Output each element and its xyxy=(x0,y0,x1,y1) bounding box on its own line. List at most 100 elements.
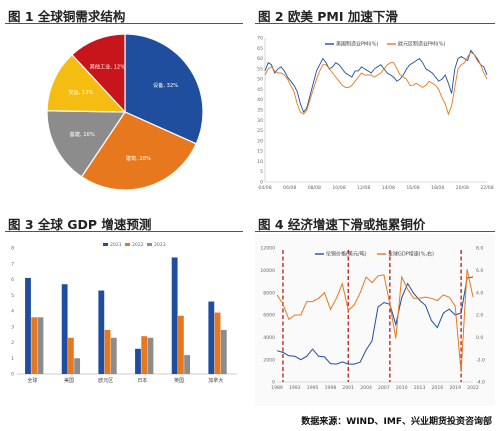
fig3-bar-3-1 xyxy=(141,336,148,374)
fig3-bar-0-0 xyxy=(25,277,31,374)
fig2-ytick-10: 50 xyxy=(257,77,263,83)
fig3-bar-1-2 xyxy=(74,358,81,374)
pie-label-4: 其他工业, 12% xyxy=(90,62,126,70)
fig4-ytick-right-0: -4.0 xyxy=(476,380,485,386)
fig3-ytick-7: 7 xyxy=(11,261,14,267)
fig2-ytick-8: 40 xyxy=(257,97,263,103)
fig3-ytick-5: 5 xyxy=(11,293,14,299)
fig1-title: 图 1 全球铜需求结构 xyxy=(8,9,126,24)
fig3-ytick-8: 8 xyxy=(11,246,14,252)
fig4-legend-label-1: 全球GDP增速(%,右) xyxy=(388,251,434,258)
fig3-bar-2-2 xyxy=(110,337,117,374)
fig4-ytick-right-2: 0.0 xyxy=(476,335,483,341)
fig2-ytick-3: 15 xyxy=(257,149,263,155)
fig3-bar-4-1 xyxy=(177,315,184,374)
fig3-bar-4-2 xyxy=(184,355,191,374)
fig3-legend-swatch-2 xyxy=(147,243,152,246)
fig3-ytick-0: 0 xyxy=(11,372,14,378)
fig2-xtick-2: 08/08 xyxy=(308,185,321,191)
fig3-ytick-6: 6 xyxy=(11,277,14,283)
divider-top-left xyxy=(5,23,243,24)
fig2-legend-label-1: 欧元区制造业PMI(%) xyxy=(398,41,446,48)
fig3-category-3: 日本 xyxy=(137,377,147,384)
fig3-bar-2-1 xyxy=(104,329,111,374)
fig2-ytick-14: 70 xyxy=(257,36,263,42)
fig3-bar-5-1 xyxy=(214,312,221,374)
fig4-ytick-left-0: 0 xyxy=(272,380,275,386)
fig4-series-line-0 xyxy=(276,276,474,365)
fig4-xtick-4: 2001 xyxy=(342,385,354,391)
fig3-bar-3-2 xyxy=(147,337,154,374)
fig4-xtick-1: 1992 xyxy=(289,385,301,391)
fig2-legend-label-0: 美国制造业PMI(%) xyxy=(336,41,379,48)
fig3-ytick-3: 3 xyxy=(11,324,14,330)
fig3-bar-0-1 xyxy=(31,317,38,374)
fig2-ytick-2: 10 xyxy=(257,159,263,165)
fig2-series-line-1 xyxy=(264,51,488,116)
pie-label-1: 建筑, 28% xyxy=(126,154,151,162)
fig3-ytick-1: 1 xyxy=(11,356,14,362)
fig4-title: 图 4 经济增速下滑或拖累铜价 xyxy=(258,217,426,232)
pie-label-2: 基建, 16% xyxy=(70,130,95,138)
fig4-series-line-1 xyxy=(276,269,474,372)
fig2-xtick-3: 10/08 xyxy=(332,185,345,191)
fig2-xtick-5: 14/08 xyxy=(382,185,395,191)
fig3-category-4: 英国 xyxy=(174,377,184,384)
fig2-ytick-0: 0 xyxy=(260,180,263,186)
fig4-ytick-right-4: 4.0 xyxy=(476,290,483,296)
fig3-bar-4-0 xyxy=(171,257,178,374)
fig3-bar-2-0 xyxy=(98,290,105,374)
fig3-bar-5-2 xyxy=(220,329,227,374)
data-source-note: 数据来源：WIND、IMF、兴业期货投资咨询部 xyxy=(301,417,492,427)
divider-bottom-right xyxy=(255,231,495,232)
fig3-bar-1-0 xyxy=(61,284,68,374)
fig4-legend-label-0: 伦铜价格(美元/吨) xyxy=(326,251,367,258)
fig4-ytick-left-1: 2000 xyxy=(263,357,275,363)
fig3-legend-swatch-0 xyxy=(103,243,108,246)
fig4-xtick-7: 2010 xyxy=(396,385,408,391)
fig2-ytick-13: 65 xyxy=(257,46,263,52)
fig4-xtick-6: 2007 xyxy=(378,385,390,391)
fig2-ytick-1: 5 xyxy=(260,169,263,175)
fig2-xtick-8: 20/08 xyxy=(456,185,469,191)
fig3-category-5: 加拿大 xyxy=(208,377,223,384)
fig2-ytick-11: 55 xyxy=(257,66,263,72)
pie-slice-0 xyxy=(124,33,204,145)
fig4-ytick-right-6: 8.0 xyxy=(476,246,483,252)
fig2-xtick-9: 22/08 xyxy=(480,185,493,191)
fig3-bar-3-0 xyxy=(135,348,141,374)
fig3-legend-label-1: 2022 xyxy=(132,242,144,248)
fig4-xtick-0: 1989 xyxy=(271,385,283,391)
fig3-bar-1-1 xyxy=(67,337,74,374)
fig2-xtick-7: 18/08 xyxy=(431,185,444,191)
fig4-xtick-8: 2013 xyxy=(414,385,426,391)
fig4-ytick-right-5: 6.0 xyxy=(476,268,483,274)
fig3-legend-label-0: 2021 xyxy=(110,242,122,248)
fig3-bar-5-0 xyxy=(208,301,215,374)
fig3-category-2: 欧元区 xyxy=(98,377,113,384)
fig2-ytick-4: 20 xyxy=(257,138,263,144)
fig4-ytick-left-3: 6000 xyxy=(263,313,275,319)
fig3-legend-swatch-1 xyxy=(125,243,130,246)
fig4-ytick-left-4: 8000 xyxy=(263,290,275,296)
fig2-ytick-9: 45 xyxy=(257,87,263,93)
fig2-xtick-1: 06/08 xyxy=(283,185,296,191)
fig2-ytick-5: 25 xyxy=(257,128,263,134)
line-chart-pmi: 0 5 10 15 20 25 30 35 40 45 50 55 60 65 70 04/08 06/08 08… xyxy=(257,36,494,192)
fig4-ytick-left-2: 4000 xyxy=(263,335,275,341)
fig3-ytick-4: 4 xyxy=(11,309,14,315)
fig2-xtick-6: 16/08 xyxy=(406,185,419,191)
line-chart-copper-gdp: 0 2000 4000 6000 8000 10000 12000 -4.0 -2.0 0.0 2.… xyxy=(255,234,495,406)
fig4-xtick-2: 1995 xyxy=(307,385,319,391)
fig2-ytick-6: 30 xyxy=(257,118,263,124)
fig4-xtick-5: 2004 xyxy=(360,385,372,391)
pie-slice-4 xyxy=(71,33,126,114)
fig4-ytick-right-1: -2.0 xyxy=(476,357,485,363)
bar-chart-gdp-forecast: 0 1 2 3 4 5 6 7 8 全球 美国 欧元区 日本 英国 加拿大 2021 2022 2023 xyxy=(11,242,237,384)
fig2-xtick-4: 12/08 xyxy=(357,185,370,191)
fig3-legend-label-2: 2023 xyxy=(154,242,166,248)
pie-label-3: 交运, 13% xyxy=(68,88,93,96)
pie-chart-copy-demand: 设备, 32% 建筑, 28% 基建, 16% 交运, 13% 其他工业, 12% xyxy=(46,33,204,191)
fig4-ytick-left-5: 10000 xyxy=(260,268,275,274)
fig4-ytick-right-3: 2.0 xyxy=(476,313,483,319)
